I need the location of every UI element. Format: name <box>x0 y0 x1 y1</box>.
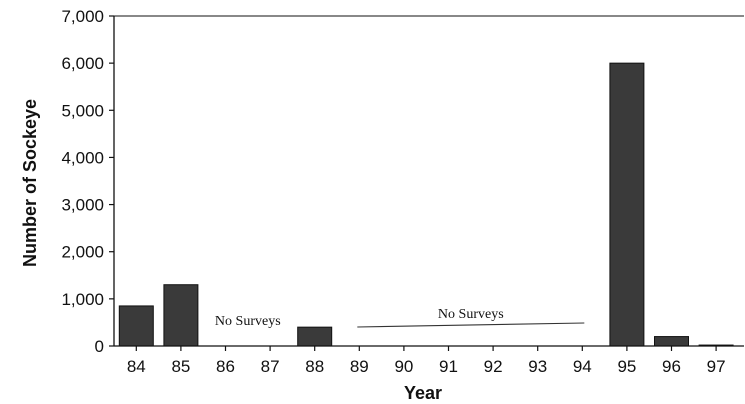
annotations-group: No Surveys No Surveys <box>215 307 585 329</box>
x-tick-label: 88 <box>305 357 324 376</box>
x-tick-label: 84 <box>127 357 146 376</box>
x-tick-label: 91 <box>439 357 458 376</box>
x-axis-title: Year <box>404 383 442 403</box>
y-tick-label: 6,000 <box>61 54 104 73</box>
bar-84 <box>118 305 154 347</box>
y-tick-label: 7,000 <box>61 7 104 26</box>
x-tick-label: 85 <box>171 357 190 376</box>
bar-96 <box>654 336 689 347</box>
x-tick-label: 89 <box>350 357 369 376</box>
x-tick-label: 87 <box>261 357 280 376</box>
x-axis-ticks: 84 85 86 87 88 89 90 91 92 93 94 95 96 97 <box>127 346 726 376</box>
bar-85 <box>163 284 199 347</box>
y-tick-label: 5,000 <box>61 101 104 120</box>
x-tick-label: 86 <box>216 357 235 376</box>
bar-95 <box>609 62 645 347</box>
x-tick-label: 96 <box>662 357 681 376</box>
bars-group <box>118 62 734 347</box>
x-tick-label: 95 <box>617 357 636 376</box>
y-tick-label: 2,000 <box>61 243 104 262</box>
no-surveys-label: No Surveys <box>215 314 281 329</box>
y-tick-label: 0 <box>95 337 104 356</box>
y-tick-label: 4,000 <box>61 148 104 167</box>
x-tick-label: 94 <box>573 357 592 376</box>
x-tick-label: 93 <box>528 357 547 376</box>
x-tick-label: 90 <box>394 357 413 376</box>
bar-88 <box>297 326 333 347</box>
no-surveys-label: No Surveys <box>438 307 504 322</box>
x-tick-label: 97 <box>707 357 726 376</box>
y-axis-title: Number of Sockeye <box>20 99 40 267</box>
y-axis-ticks: 0 1,000 2,000 3,000 4,000 5,000 6,000 7,000 <box>61 7 114 356</box>
y-tick-label: 3,000 <box>61 196 104 215</box>
no-surveys-line <box>357 322 585 328</box>
y-tick-label: 1,000 <box>61 290 104 309</box>
x-tick-label: 92 <box>484 357 503 376</box>
